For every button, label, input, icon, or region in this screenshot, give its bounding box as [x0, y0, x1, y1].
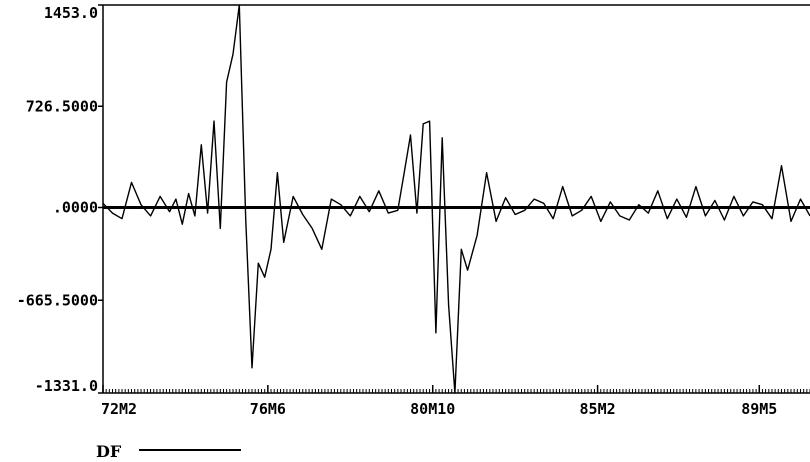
legend-label-df: DF	[96, 442, 122, 461]
x-tick-label: 85M2	[580, 400, 616, 418]
y-tick-label: -1331.0	[35, 377, 98, 395]
x-axis-minor-ticks	[102, 389, 810, 393]
x-axis-ticks: 72M2 76M6 80M10 85M2 89M5	[101, 385, 777, 418]
y-tick-label: -665.5000	[17, 291, 98, 309]
y-tick-label: 726.5000	[26, 97, 98, 115]
x-tick-label: 72M2	[101, 400, 137, 418]
y-tick-label: .0000	[53, 199, 98, 217]
x-tick-label: 80M10	[410, 400, 455, 418]
x-tick-label: 76M6	[250, 400, 286, 418]
y-tick-label: 1453.0	[44, 4, 98, 22]
series-line-df	[102, 4, 810, 394]
legend: DF	[96, 442, 241, 461]
x-tick-label: 89M5	[741, 400, 777, 418]
y-axis-ticks: 1453.0 726.5000 .0000 -665.5000 -1331.0	[17, 4, 103, 395]
